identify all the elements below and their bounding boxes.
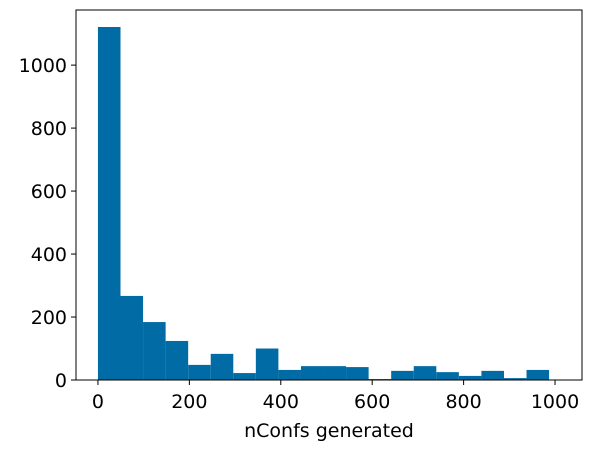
y-tick-label: 200 (31, 307, 67, 329)
y-tick-label: 0 (55, 370, 67, 392)
bar (210, 353, 234, 380)
plot-frame (75, 9, 583, 381)
y-tick-label: 800 (31, 118, 67, 140)
bar (346, 367, 369, 380)
x-tick-label: 600 (354, 391, 390, 413)
y-tick-label: 400 (31, 244, 67, 266)
x-tick-label: 400 (263, 391, 299, 413)
x-tick-label: 1000 (531, 391, 579, 413)
bar (458, 375, 482, 380)
bar (481, 370, 504, 380)
bar (503, 378, 527, 380)
bar (436, 372, 459, 380)
x-tick-label: 800 (445, 391, 481, 413)
bar (413, 366, 437, 380)
bar (300, 366, 324, 380)
bar (165, 340, 189, 380)
bar (278, 369, 301, 380)
bar (120, 295, 144, 380)
y-tick-label: 1000 (19, 55, 67, 77)
bar (323, 366, 347, 380)
y-tick-label: 600 (31, 181, 67, 203)
bar (143, 322, 166, 380)
bar (188, 364, 211, 380)
bar (391, 370, 414, 380)
bar (526, 369, 550, 380)
x-tick-label: 200 (171, 391, 207, 413)
x-axis-label: nConfs generated (244, 420, 414, 442)
bar (97, 27, 121, 381)
bar (233, 373, 256, 380)
bar (255, 348, 279, 380)
x-tick-label: 0 (92, 391, 104, 413)
